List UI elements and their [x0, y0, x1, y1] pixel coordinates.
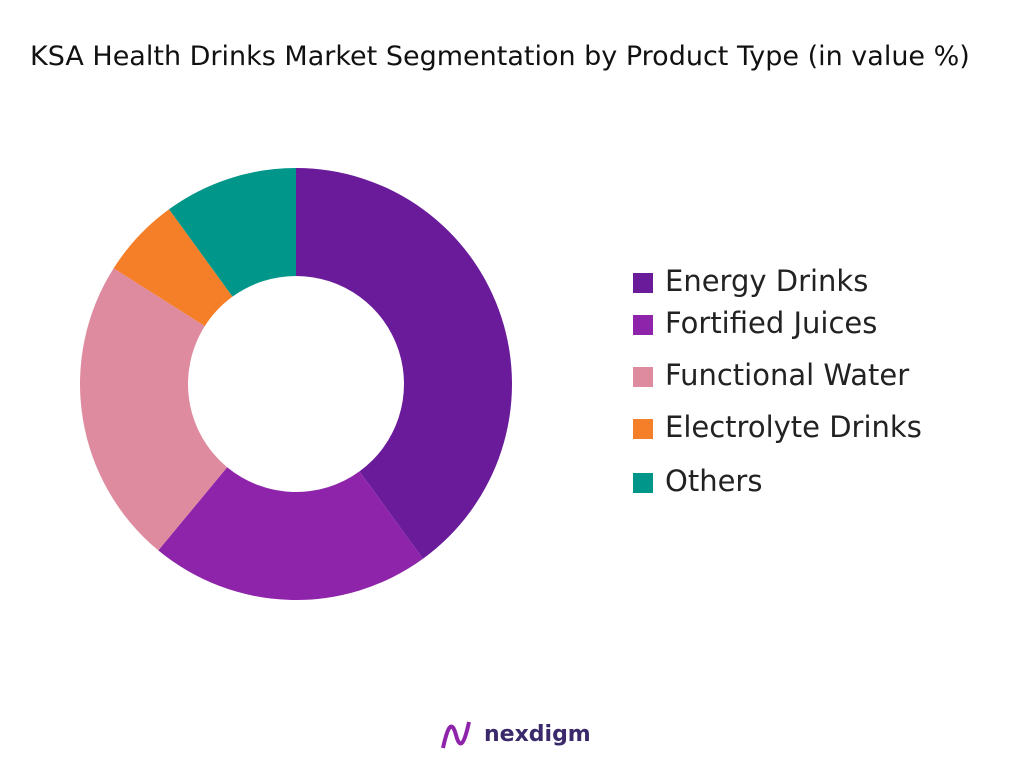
logo-icon [441, 721, 471, 749]
legend-label: Functional Water [665, 358, 909, 392]
legend-swatch [633, 315, 653, 335]
slice [113, 209, 233, 327]
slice [169, 168, 296, 297]
chart-title: KSA Health Drinks Market Segmentation by… [30, 41, 970, 72]
legend-label: Electrolyte Drinks [665, 410, 922, 444]
slice [158, 467, 423, 601]
slice [296, 168, 512, 559]
brand: nexdigm [484, 722, 591, 747]
legend-label: Fortified Juices [665, 306, 877, 340]
legend-swatch [633, 419, 653, 439]
legend-label: Others [665, 464, 762, 498]
legend-swatch [633, 273, 653, 293]
slice [79, 268, 228, 551]
legend-swatch [633, 367, 653, 387]
logo: nexdigm [441, 721, 591, 749]
legend-label: Energy Drinks [665, 264, 868, 298]
legend-swatch [633, 473, 653, 493]
